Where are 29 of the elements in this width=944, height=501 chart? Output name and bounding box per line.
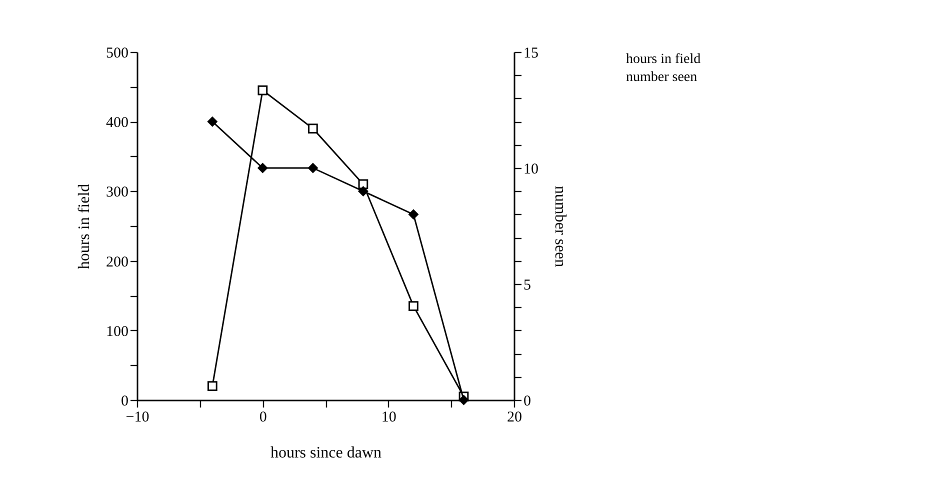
y-axis-title: hours in field (76, 184, 93, 270)
y2-tick-label: 5 (524, 278, 531, 294)
y-tick-label: 100 (106, 324, 128, 340)
y2-tick-label: 10 (524, 162, 538, 178)
x-tick-label: −10 (126, 410, 150, 426)
point (458, 395, 469, 405)
point (358, 186, 368, 196)
x-tick-label: 10 (381, 410, 396, 426)
y2-axis-title: number seen (552, 186, 568, 268)
point (408, 301, 418, 311)
x-axis-title: hours since dawn (270, 444, 382, 462)
y-tick-label: 0 (121, 394, 128, 410)
point (207, 116, 218, 127)
point (258, 85, 268, 96)
text: hours in field (626, 52, 701, 67)
y-tick-label: 500 (106, 46, 128, 62)
y-tick-label: 300 (106, 184, 128, 201)
point (258, 163, 268, 173)
y-tick-label: 400 (106, 115, 128, 132)
x-tick-label: 20 (507, 410, 522, 426)
y2-tick-label: 0 (524, 394, 531, 410)
text: number seen (626, 70, 698, 85)
point (308, 163, 318, 173)
y2-tick-label: 15 (524, 46, 538, 62)
point (408, 209, 418, 220)
point (207, 381, 218, 392)
x-tick-label: 0 (259, 410, 267, 426)
y-tick-label: 200 (106, 254, 128, 270)
point (308, 124, 318, 134)
